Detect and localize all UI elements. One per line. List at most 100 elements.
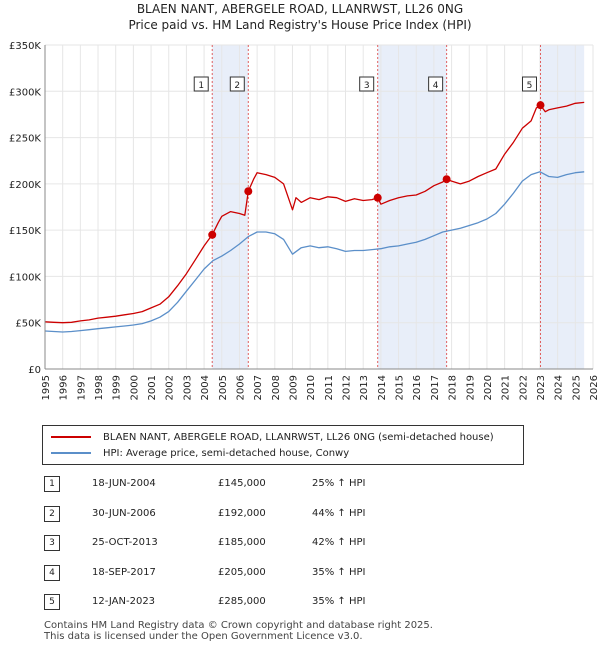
x-tick-label: 1997 bbox=[76, 375, 87, 400]
x-tick-label: 1996 bbox=[59, 375, 70, 400]
sale-price: £145,000 bbox=[218, 478, 266, 489]
sale-label-box bbox=[359, 76, 375, 92]
x-tick-label: 2009 bbox=[288, 375, 299, 400]
legend: BLAEN NANT, ABERGELE ROAD, LLANRWST, LL2… bbox=[42, 425, 524, 465]
sale-label-box bbox=[428, 76, 444, 92]
x-tick-label: 2015 bbox=[395, 375, 406, 400]
x-tick-label: 2020 bbox=[483, 375, 494, 400]
sale-number: 3 bbox=[44, 535, 60, 551]
grid bbox=[44, 44, 594, 370]
y-tick-label: £350K bbox=[9, 41, 41, 52]
x-tick-label: 2005 bbox=[218, 375, 229, 400]
footer: Contains HM Land Registry data © Crown c… bbox=[44, 620, 433, 642]
x-tick-label: 2010 bbox=[306, 375, 317, 400]
x-tick-label: 2012 bbox=[342, 375, 353, 400]
sale-price: £205,000 bbox=[218, 566, 266, 578]
sale-hpi: 44% ↑ HPI bbox=[312, 507, 366, 519]
x-tick-label: 2013 bbox=[359, 375, 370, 400]
shaded-periods bbox=[212, 45, 585, 369]
x-tick-label: 2004 bbox=[200, 375, 211, 400]
sale-label-box bbox=[521, 76, 537, 92]
legend-property-swatch bbox=[51, 436, 91, 438]
sale-label-number: 3 bbox=[364, 81, 370, 91]
sale-hpi: 35% ↑ HPI bbox=[312, 596, 366, 607]
sale-point bbox=[373, 193, 382, 202]
y-tick-label: £0 bbox=[28, 365, 41, 376]
x-tick-label: 2025 bbox=[571, 375, 582, 400]
x-tick-label: 2019 bbox=[465, 375, 476, 400]
x-tick-label: 2023 bbox=[536, 375, 547, 400]
sale-number: 4 bbox=[44, 564, 60, 581]
axes: 1995 1996 1997 1998 1999 2000 2001 2002 2003 2004… bbox=[9, 41, 600, 400]
x-tick-label: 2000 bbox=[129, 375, 140, 400]
x-tick-label: 2007 bbox=[253, 375, 264, 400]
sale-row: 2 30-JUN-2006 £192,000 44% ↑ HPI bbox=[42, 500, 562, 530]
sale-date: 30-JUN-2006 bbox=[92, 507, 156, 519]
sales-table: 1 18-JUN-2004 £145,000 25% ↑ HPI 2 30-JU… bbox=[42, 470, 562, 618]
y-tick-label: £100K bbox=[9, 272, 41, 283]
x-tick-label: 2018 bbox=[448, 375, 459, 400]
sale-markers-lines bbox=[211, 45, 541, 369]
x-tick-label: 2006 bbox=[235, 375, 246, 400]
shaded-span bbox=[212, 45, 249, 369]
x-tick-label: 2002 bbox=[165, 375, 176, 400]
y-tick-label: £200K bbox=[9, 180, 41, 191]
x-tick-label: 1995 bbox=[41, 375, 52, 400]
y-tick-label: £150K bbox=[9, 226, 41, 237]
x-tick-label: 2001 bbox=[147, 375, 158, 400]
y-tick-label: £50K bbox=[15, 319, 41, 330]
legend-hpi-label: HPI: Average price, semi-detached house,… bbox=[103, 447, 350, 459]
sale-hpi: 25% ↑ HPI bbox=[312, 478, 366, 489]
sale-point bbox=[536, 101, 545, 110]
series bbox=[44, 101, 585, 333]
sale-label-box bbox=[193, 76, 209, 92]
sale-row: 3 25-OCT-2013 £185,000 42% ↑ HPI bbox=[42, 529, 562, 559]
x-tick-label: 2008 bbox=[271, 375, 282, 400]
sale-point bbox=[208, 230, 217, 239]
sale-row: 4 18-SEP-2017 £205,000 35% ↑ HPI bbox=[42, 559, 562, 589]
x-tick-label: 1999 bbox=[112, 375, 123, 400]
x-tick-label: 2011 bbox=[324, 375, 335, 400]
sale-hpi: 42% ↑ HPI bbox=[312, 537, 366, 548]
sale-date: 12-JAN-2023 bbox=[92, 596, 156, 607]
sale-point bbox=[442, 175, 451, 184]
sale-date: 25-OCT-2013 bbox=[92, 537, 158, 548]
sale-date: 18-SEP-2017 bbox=[92, 566, 156, 578]
sale-label-box bbox=[229, 76, 245, 92]
sale-price: £285,000 bbox=[218, 596, 266, 607]
x-tick-label: 2024 bbox=[554, 375, 565, 400]
legend-property-label: BLAEN NANT, ABERGELE ROAD, LLANRWST, LL2… bbox=[103, 431, 494, 443]
y-tick-label: £250K bbox=[9, 134, 41, 145]
x-tick-label: 1998 bbox=[94, 375, 105, 400]
sale-number: 2 bbox=[44, 505, 60, 522]
sale-price: £185,000 bbox=[218, 537, 266, 548]
x-tick-label: 2003 bbox=[182, 375, 193, 400]
chart-subtitle: Price paid vs. HM Land Registry's House … bbox=[128, 18, 472, 32]
x-tick-label: 2021 bbox=[501, 375, 512, 400]
footer-licence: This data is licensed under the Open Gov… bbox=[44, 631, 363, 642]
legend-hpi: HPI: Average price, semi-detached house,… bbox=[51, 446, 349, 460]
legend-hpi-swatch bbox=[51, 452, 91, 454]
x-tick-label: 2016 bbox=[412, 375, 423, 400]
sale-number: 1 bbox=[44, 476, 60, 492]
x-tick-label: 2026 bbox=[589, 375, 600, 400]
sale-points bbox=[208, 101, 545, 239]
x-tick-label: 2022 bbox=[518, 375, 529, 400]
shaded-span bbox=[540, 45, 585, 369]
footer-copyright: Contains HM Land Registry data © Crown c… bbox=[44, 620, 433, 631]
sale-price: £192,000 bbox=[218, 507, 266, 519]
sale-label-number: 2 bbox=[234, 81, 240, 91]
sale-row: 5 12-JAN-2023 £285,000 35% ↑ HPI bbox=[42, 588, 562, 618]
sale-labels: 1 2 3 4 5 bbox=[193, 76, 537, 92]
property-price-line bbox=[44, 101, 585, 324]
sale-label-number: 1 bbox=[198, 81, 204, 91]
sale-hpi: 35% ↑ HPI bbox=[312, 566, 366, 578]
x-tick-label: 2017 bbox=[430, 375, 441, 400]
sale-label-number: 5 bbox=[527, 81, 533, 91]
sale-date: 18-JUN-2004 bbox=[92, 478, 156, 489]
y-tick-label: £300K bbox=[9, 87, 41, 98]
hpi-line bbox=[44, 171, 585, 333]
sale-label-number: 4 bbox=[433, 81, 439, 91]
chart-title: BLAEN NANT, ABERGELE ROAD, LLANRWST, LL2… bbox=[136, 2, 464, 16]
x-tick-label: 2014 bbox=[377, 375, 388, 400]
